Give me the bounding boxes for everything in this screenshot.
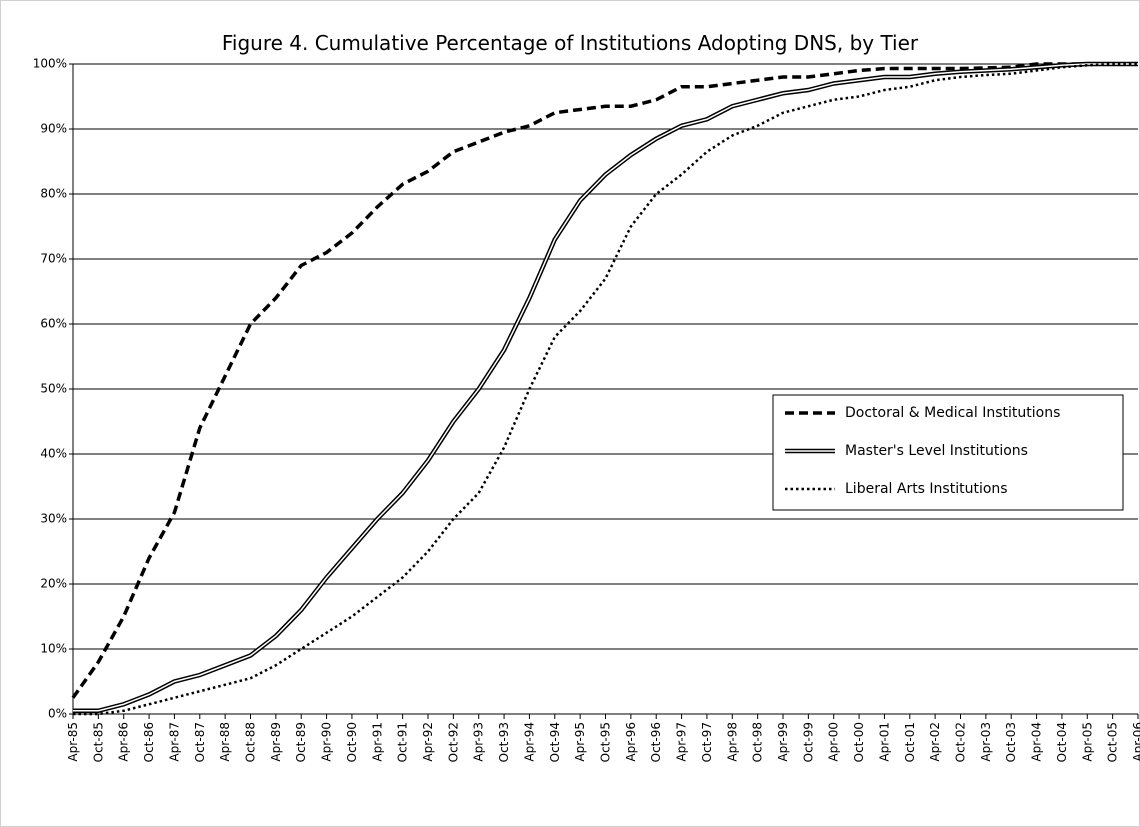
x-tick-label: Apr-95 [573,722,587,762]
y-tick-label: 70% [40,252,67,266]
x-tick-label: Oct-00 [852,722,866,762]
x-tick-label: Apr-97 [675,722,689,762]
chart-title: Figure 4. Cumulative Percentage of Insti… [222,31,919,55]
line-series [73,62,1138,716]
legend-label: Liberal Arts Institutions [845,481,1008,497]
y-tick-label: 80% [40,187,67,201]
x-tick-label: Apr-98 [725,722,739,762]
x-tick-label: Oct-93 [497,722,511,762]
x-tick-label: Oct-92 [446,722,460,762]
x-tick-label: Oct-01 [903,722,917,762]
y-tick-label: 50% [40,382,67,396]
x-tick-label: Oct-95 [599,722,613,762]
x-tick-label: Oct-90 [345,722,359,762]
x-tick-label: Apr-85 [66,722,80,762]
x-tick-label: Oct-04 [1055,722,1069,762]
series-group [73,62,1138,716]
x-tick-label: Oct-97 [700,722,714,762]
x-tick-label: Oct-89 [294,722,308,762]
x-tick-label: Apr-99 [776,722,790,762]
x-tick-label: Oct-86 [142,722,156,762]
x-tick-label: Apr-94 [522,722,536,762]
x-tick-label: Oct-94 [548,722,562,762]
x-tick-label: Apr-91 [370,722,384,762]
x-tick-label: Oct-87 [193,722,207,762]
x-tick-label: Oct-03 [1004,722,1018,762]
x-tick-label: Apr-05 [1080,722,1094,762]
legend-label: Doctoral & Medical Institutions [845,405,1060,421]
x-tick-label: Apr-00 [827,722,841,762]
x-tick-label: Oct-02 [954,722,968,762]
x-tick-label: Oct-98 [751,722,765,762]
x-tick-label: Oct-99 [801,722,815,762]
x-tick-label: Oct-91 [396,722,410,762]
x-tick-label: Apr-92 [421,722,435,762]
line-series [71,62,1138,699]
x-tick-label: Apr-02 [928,722,942,762]
x-tick-label: Apr-01 [877,722,891,762]
x-tick-label: Apr-88 [218,722,232,762]
x-tick-label: Apr-96 [624,722,638,762]
y-tick-label: 40% [40,447,67,461]
legend-label: Master's Level Institutions [845,443,1028,459]
x-tick-label: Apr-86 [117,722,131,762]
y-tick-label: 90% [40,122,67,136]
x-tick-label: Apr-03 [979,722,993,762]
x-tick-label: Apr-89 [269,722,283,762]
y-tick-label: 30% [40,512,67,526]
y-tick-label: 100% [33,57,67,71]
x-tick-label: Apr-04 [1030,722,1044,762]
x-tick-label: Apr-87 [167,722,181,762]
line-core [73,63,1138,712]
y-tick-label: 0% [48,707,67,721]
y-tick-label: 60% [40,317,67,331]
y-tick-label: 10% [40,642,67,656]
x-tick-label: Apr-06 [1131,722,1140,762]
x-tick-label: Apr-90 [320,722,334,762]
series-group [71,62,1138,699]
y-tick-label: 20% [40,577,67,591]
x-tick-label: Oct-88 [244,722,258,762]
series-group [73,61,1138,713]
x-tick-label: Oct-96 [649,722,663,762]
x-tick-label: Oct-85 [91,722,105,762]
x-tick-label: Oct-05 [1106,722,1120,762]
x-tick-label: Apr-93 [472,722,486,762]
